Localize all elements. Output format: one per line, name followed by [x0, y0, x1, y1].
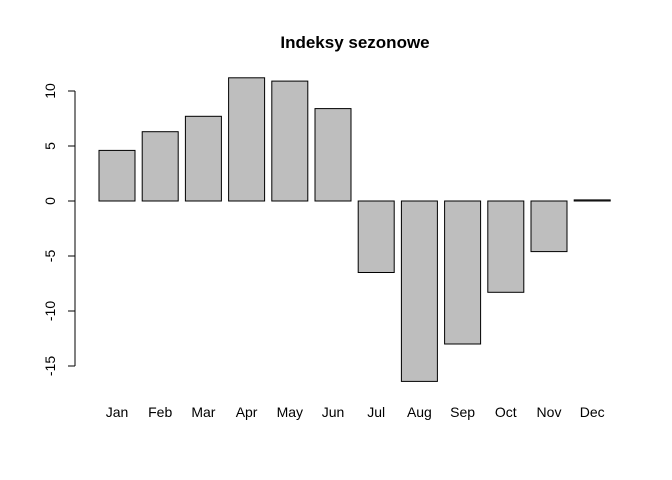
y-axis: -15 -10 -5 0 5 10: [42, 83, 76, 376]
bar-jan: [98, 149, 136, 202]
x-tick-label: Jul: [367, 404, 385, 420]
bars: [98, 77, 611, 382]
x-tick-label: Mar: [191, 404, 215, 420]
bar-dec: [573, 199, 611, 202]
y-tick-label: -15: [42, 356, 58, 376]
bar-jul: [357, 200, 395, 273]
bar-apr: [228, 77, 266, 202]
x-tick-label: May: [277, 404, 303, 420]
bar-feb: [141, 131, 179, 202]
y-tick-label: 0: [42, 197, 58, 205]
bar-sep: [444, 200, 482, 345]
bar-nov: [530, 200, 568, 253]
y-tick-label: -10: [42, 301, 58, 321]
y-tick-label: 10: [42, 83, 58, 99]
bar-mar: [184, 115, 222, 202]
x-tick-label: Oct: [495, 404, 517, 420]
x-tick-label: Aug: [407, 404, 432, 420]
x-tick-label: Sep: [450, 404, 475, 420]
y-tick-label: -5: [42, 250, 58, 263]
x-tick-label: Nov: [537, 404, 562, 420]
bar-aug: [400, 200, 438, 382]
y-tick-label: 5: [42, 142, 58, 150]
x-axis-labels: Jan Feb Mar Apr May Jun Jul Aug Sep Oct Nov Dec: [106, 404, 605, 420]
bar-oct: [487, 200, 525, 293]
x-tick-label: Dec: [580, 404, 605, 420]
chart-title: Indeksy sezonowe: [280, 33, 429, 52]
x-tick-label: Apr: [236, 404, 258, 420]
x-tick-label: Jan: [106, 404, 129, 420]
bar-jun: [314, 108, 352, 202]
x-tick-label: Feb: [148, 404, 172, 420]
bar-may: [271, 80, 309, 202]
x-tick-label: Jun: [322, 404, 345, 420]
